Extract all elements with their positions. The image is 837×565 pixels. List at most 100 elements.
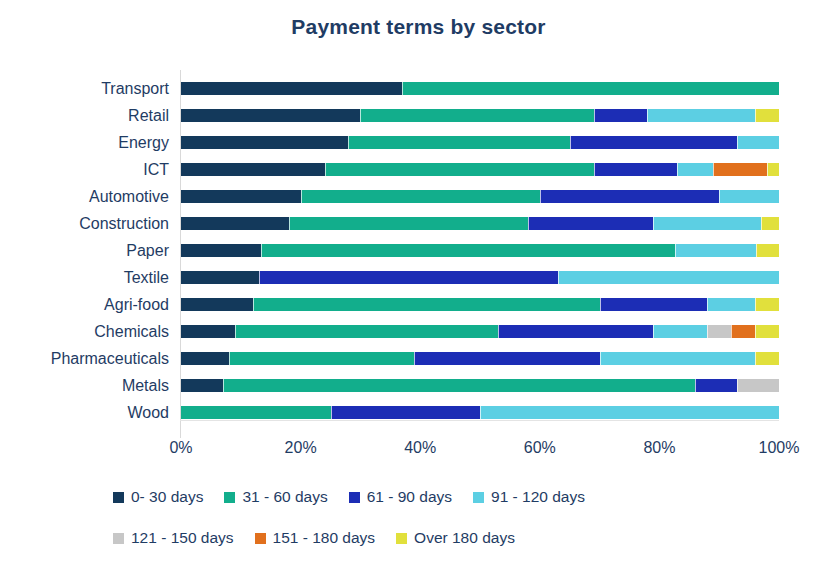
bar-track [181,352,779,365]
bar-row: Textile [0,264,837,291]
x-axis-tick: 40% [404,439,436,457]
y-axis-label: Automotive [0,188,181,206]
x-axis-tick: 0% [169,439,192,457]
bar-track [181,163,779,176]
bar-segment [570,136,737,149]
bar-segment [755,298,779,311]
legend-item: 91 - 120 days [473,488,585,506]
bar-segment [348,136,569,149]
legend-swatch-icon [113,492,124,503]
chart-title: Payment terms by sector [0,15,837,39]
bar-segment [600,298,708,311]
bar-segment [360,109,593,122]
bar-segment [594,163,678,176]
bar-row: Construction [0,210,837,237]
bar-row: Transport [0,75,837,102]
x-axis-tick: 60% [524,439,556,457]
bar-segment [653,325,707,338]
bar-segment [261,244,675,257]
legend-item: 151 - 180 days [255,529,376,547]
legend-item: 61 - 90 days [349,488,452,506]
legend-swatch-icon [255,533,266,544]
bar-row: Automotive [0,183,837,210]
bar-row: Metals [0,372,837,399]
bar-track [181,271,779,284]
bar-segment [647,109,755,122]
bar-row: Retail [0,102,837,129]
y-axis-label: Wood [0,404,181,422]
bar-track [181,190,779,203]
bar-segment [325,163,594,176]
bar-segment [181,244,261,257]
bar-segment [653,217,761,230]
legend-label: 31 - 60 days [242,488,327,506]
bar-segment [229,352,414,365]
bar-row: Chemicals [0,318,837,345]
x-axis-tick: 80% [643,439,675,457]
y-axis-label: ICT [0,161,181,179]
legend-label: 121 - 150 days [131,529,234,547]
y-axis-line [180,70,181,438]
bar-segment [498,325,653,338]
bar-segment [181,109,360,122]
legend-swatch-icon [224,492,235,503]
bar-row: Energy [0,129,837,156]
bar-segment [707,298,755,311]
bar-segment [675,244,756,257]
legend-item: Over 180 days [396,529,515,547]
legend-item: 121 - 150 days [113,529,234,547]
legend-row: 0- 30 days 31 - 60 days 61 - 90 days 91 - 1… [113,488,837,506]
bar-segment [223,379,695,392]
bar-row: Paper [0,237,837,264]
legend-label: 151 - 180 days [273,529,376,547]
bar-segment [181,190,301,203]
legend-label: Over 180 days [414,529,515,547]
bar-segment [301,190,540,203]
legend-label: 0- 30 days [131,488,203,506]
bar-segment [181,163,325,176]
bar-segment [331,406,481,419]
bar-segment [414,352,599,365]
y-axis-label: Paper [0,242,181,260]
bar-segment [528,217,654,230]
legend-swatch-icon [473,492,484,503]
bar-track [181,379,779,392]
x-axis-ticks: 0%20%40%60%80%100% [181,439,779,459]
bar-track [181,82,779,95]
bar-segment [737,379,779,392]
bar-segment [181,136,348,149]
x-axis-line [180,420,779,421]
bar-track [181,217,779,230]
bar-segment [713,163,767,176]
bar-segment [558,271,779,284]
bar-track [181,109,779,122]
bar-segment [480,406,779,419]
bar-segment [767,163,779,176]
bar-segment [181,352,229,365]
bar-segment [181,82,402,95]
bar-segment [181,325,235,338]
legend-swatch-icon [396,533,407,544]
plot-area: Transport Retail Energy ICT Automotive Constr… [0,75,837,426]
x-axis-tick: 100% [759,439,800,457]
bar-segment [695,379,737,392]
bar-segment [707,325,731,338]
legend-item: 31 - 60 days [224,488,327,506]
legend-label: 61 - 90 days [367,488,452,506]
bar-track [181,136,779,149]
bar-segment [677,163,713,176]
bar-segment [755,352,779,365]
bar-segment [235,325,498,338]
y-axis-label: Pharmaceuticals [0,350,181,368]
x-axis-tick: 20% [285,439,317,457]
y-axis-label: Retail [0,107,181,125]
bar-track [181,244,779,257]
bar-segment [755,109,779,122]
bar-segment [540,190,719,203]
bar-segment [289,217,528,230]
bar-row: ICT [0,156,837,183]
legend-label: 91 - 120 days [491,488,585,506]
legend-item: 0- 30 days [113,488,203,506]
y-axis-label: Metals [0,377,181,395]
bar-segment [259,271,558,284]
